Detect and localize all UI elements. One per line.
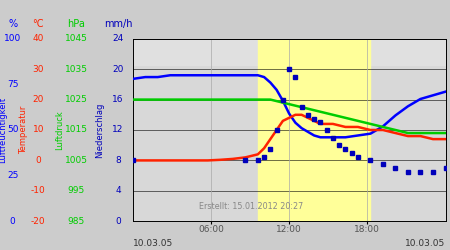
Text: -10: -10 — [31, 186, 45, 195]
Text: -20: -20 — [31, 217, 45, 226]
Text: Luftfeuchtigkeit: Luftfeuchtigkeit — [0, 97, 7, 163]
Text: 8: 8 — [115, 156, 121, 165]
Text: 1025: 1025 — [65, 95, 88, 104]
Text: 1035: 1035 — [65, 65, 88, 74]
Text: 1005: 1005 — [65, 156, 88, 165]
Text: 0: 0 — [115, 217, 121, 226]
Text: 0: 0 — [10, 217, 15, 226]
Text: Luftdruck: Luftdruck — [55, 110, 64, 150]
Text: Niederschlag: Niederschlag — [95, 102, 104, 158]
Text: mm/h: mm/h — [104, 19, 132, 29]
Text: 12: 12 — [112, 126, 124, 134]
Text: 995: 995 — [68, 186, 85, 195]
Text: %: % — [8, 19, 17, 29]
Text: hPa: hPa — [68, 19, 86, 29]
Text: Temperatur: Temperatur — [19, 106, 28, 154]
Text: 16: 16 — [112, 95, 124, 104]
Bar — [133, 39, 446, 65]
Text: 0: 0 — [36, 156, 41, 165]
Text: 1015: 1015 — [65, 126, 88, 134]
Text: 10: 10 — [32, 126, 44, 134]
Text: °C: °C — [32, 19, 44, 29]
Text: 20: 20 — [112, 65, 124, 74]
Text: 25: 25 — [7, 171, 18, 180]
Text: 50: 50 — [7, 126, 18, 134]
Text: 75: 75 — [7, 80, 18, 89]
Text: 4: 4 — [115, 186, 121, 195]
Text: 40: 40 — [32, 34, 44, 43]
Bar — [258, 39, 370, 221]
Text: 100: 100 — [4, 34, 21, 43]
Text: 24: 24 — [112, 34, 123, 43]
Text: Erstellt: 15.01.2012 20:27: Erstellt: 15.01.2012 20:27 — [199, 202, 304, 211]
Text: 985: 985 — [68, 217, 85, 226]
Text: 10.03.05: 10.03.05 — [133, 240, 173, 248]
Text: 10.03.05: 10.03.05 — [405, 240, 446, 248]
Text: 30: 30 — [32, 65, 44, 74]
Text: 1045: 1045 — [65, 34, 88, 43]
Text: 20: 20 — [32, 95, 44, 104]
